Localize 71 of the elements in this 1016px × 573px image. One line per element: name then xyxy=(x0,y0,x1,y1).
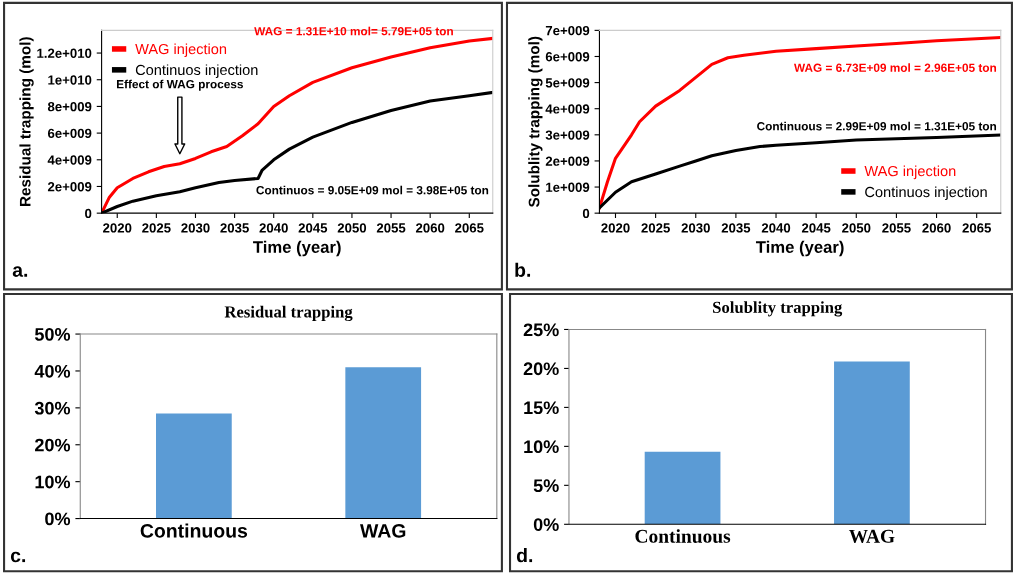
x-tick-label: 2025 xyxy=(641,223,670,233)
x-tick-label: 2040 xyxy=(259,223,288,233)
x-tick-label: 2020 xyxy=(601,223,630,233)
y-tick-label: 6e+009 xyxy=(47,128,92,139)
y-tick-label: 7e+009 xyxy=(545,25,590,36)
text: c. xyxy=(10,551,26,563)
annotation: Continuos = 9.05E+09 mol = 3.98E+05 ton xyxy=(256,185,489,195)
legend-label: Continuos injection xyxy=(865,186,987,201)
y-tick-label: 25% xyxy=(523,323,559,337)
y-tick-label: 0% xyxy=(45,512,71,526)
text: a. xyxy=(12,266,28,277)
annotation: WAG = 1.31E+10 mol= 5.79E+05 ton xyxy=(254,26,453,36)
x-tick-label: 2040 xyxy=(761,223,791,233)
annotation: WAG = 6.73E+09 mol = 2.96E+05 ton xyxy=(794,63,997,72)
x-tick-label: 2065 xyxy=(455,223,484,233)
x-axis-title: Time (year) xyxy=(253,240,341,257)
y-tick-label: 15% xyxy=(524,401,559,415)
y-tick-label: 20% xyxy=(35,438,71,452)
y-tick-label: 2e+009 xyxy=(47,182,92,192)
x-tick-label: 2035 xyxy=(220,223,249,233)
legend-label: WAG injection xyxy=(135,43,227,58)
y-tick-label: 3e+009 xyxy=(545,130,590,140)
y-tick-label: 4e+009 xyxy=(545,104,590,114)
y-tick-label: 5% xyxy=(533,479,559,493)
y-tick-label: 10% xyxy=(524,440,559,454)
chart-title: Residual trapping xyxy=(224,305,353,322)
y-tick-label: 0% xyxy=(533,518,559,532)
x-axis-title: Time (year) xyxy=(755,240,844,257)
x-tick-label: Continuous xyxy=(635,529,731,543)
x-tick-label: 2030 xyxy=(181,223,210,233)
y-tick-label: 40% xyxy=(34,364,71,378)
y-tick-label: 10% xyxy=(35,475,71,489)
y-axis-title: Residual trapping (mol) xyxy=(19,37,34,207)
x-tick-label: 2060 xyxy=(415,223,445,233)
x-tick-label: 2045 xyxy=(801,223,831,233)
y-tick-label: 5e+009 xyxy=(545,78,590,88)
x-tick-label: Continuous xyxy=(140,523,248,538)
line-series xyxy=(599,35,1001,210)
x-tick-label: 2045 xyxy=(298,223,328,233)
y-tick-label: 20% xyxy=(523,362,559,376)
x-tick-label: WAG xyxy=(848,529,895,543)
annotation: Continuous = 2.99E+09 mol = 1.31E+05 ton xyxy=(757,121,997,131)
chart-title: Solublity trapping xyxy=(713,301,843,317)
y-tick-label: 0 xyxy=(85,208,92,219)
y-tick-label: 4e+009 xyxy=(47,155,92,165)
legend-label: WAG injection xyxy=(864,165,956,180)
text: d. xyxy=(516,548,533,563)
y-tick-label: 2e+009 xyxy=(545,156,590,166)
y-tick-label: 50% xyxy=(34,327,71,341)
text: b. xyxy=(515,262,531,277)
x-tick-label: 2055 xyxy=(882,223,911,233)
x-tick-label: 2030 xyxy=(681,223,710,233)
x-tick-label: 2050 xyxy=(337,223,367,233)
y-tick-label: 0 xyxy=(582,208,590,219)
x-tick-label: 2055 xyxy=(376,223,406,233)
x-tick-label: 2020 xyxy=(103,223,132,233)
y-tick-label: 6e+009 xyxy=(545,52,590,62)
y-tick-label: 8e+009 xyxy=(47,101,92,112)
y-tick-label: 1e+009 xyxy=(546,182,590,192)
x-tick-label: 2035 xyxy=(721,223,751,233)
x-tick-label: 2060 xyxy=(922,223,951,233)
legend-label: Continuos injection xyxy=(135,64,258,78)
y-tick-label: 30% xyxy=(34,401,71,415)
annotation: Effect of WAG process xyxy=(116,79,243,91)
y-axis-title: Solublity trapping (mol) xyxy=(528,36,543,208)
x-tick-label: WAG xyxy=(360,523,406,538)
y-tick-label: 1e+010 xyxy=(48,75,92,85)
y-tick-label: 1.2e+010 xyxy=(37,48,92,58)
x-tick-label: 2025 xyxy=(142,223,171,233)
x-tick-label: 2050 xyxy=(842,223,871,233)
x-tick-label: 2065 xyxy=(962,223,991,233)
